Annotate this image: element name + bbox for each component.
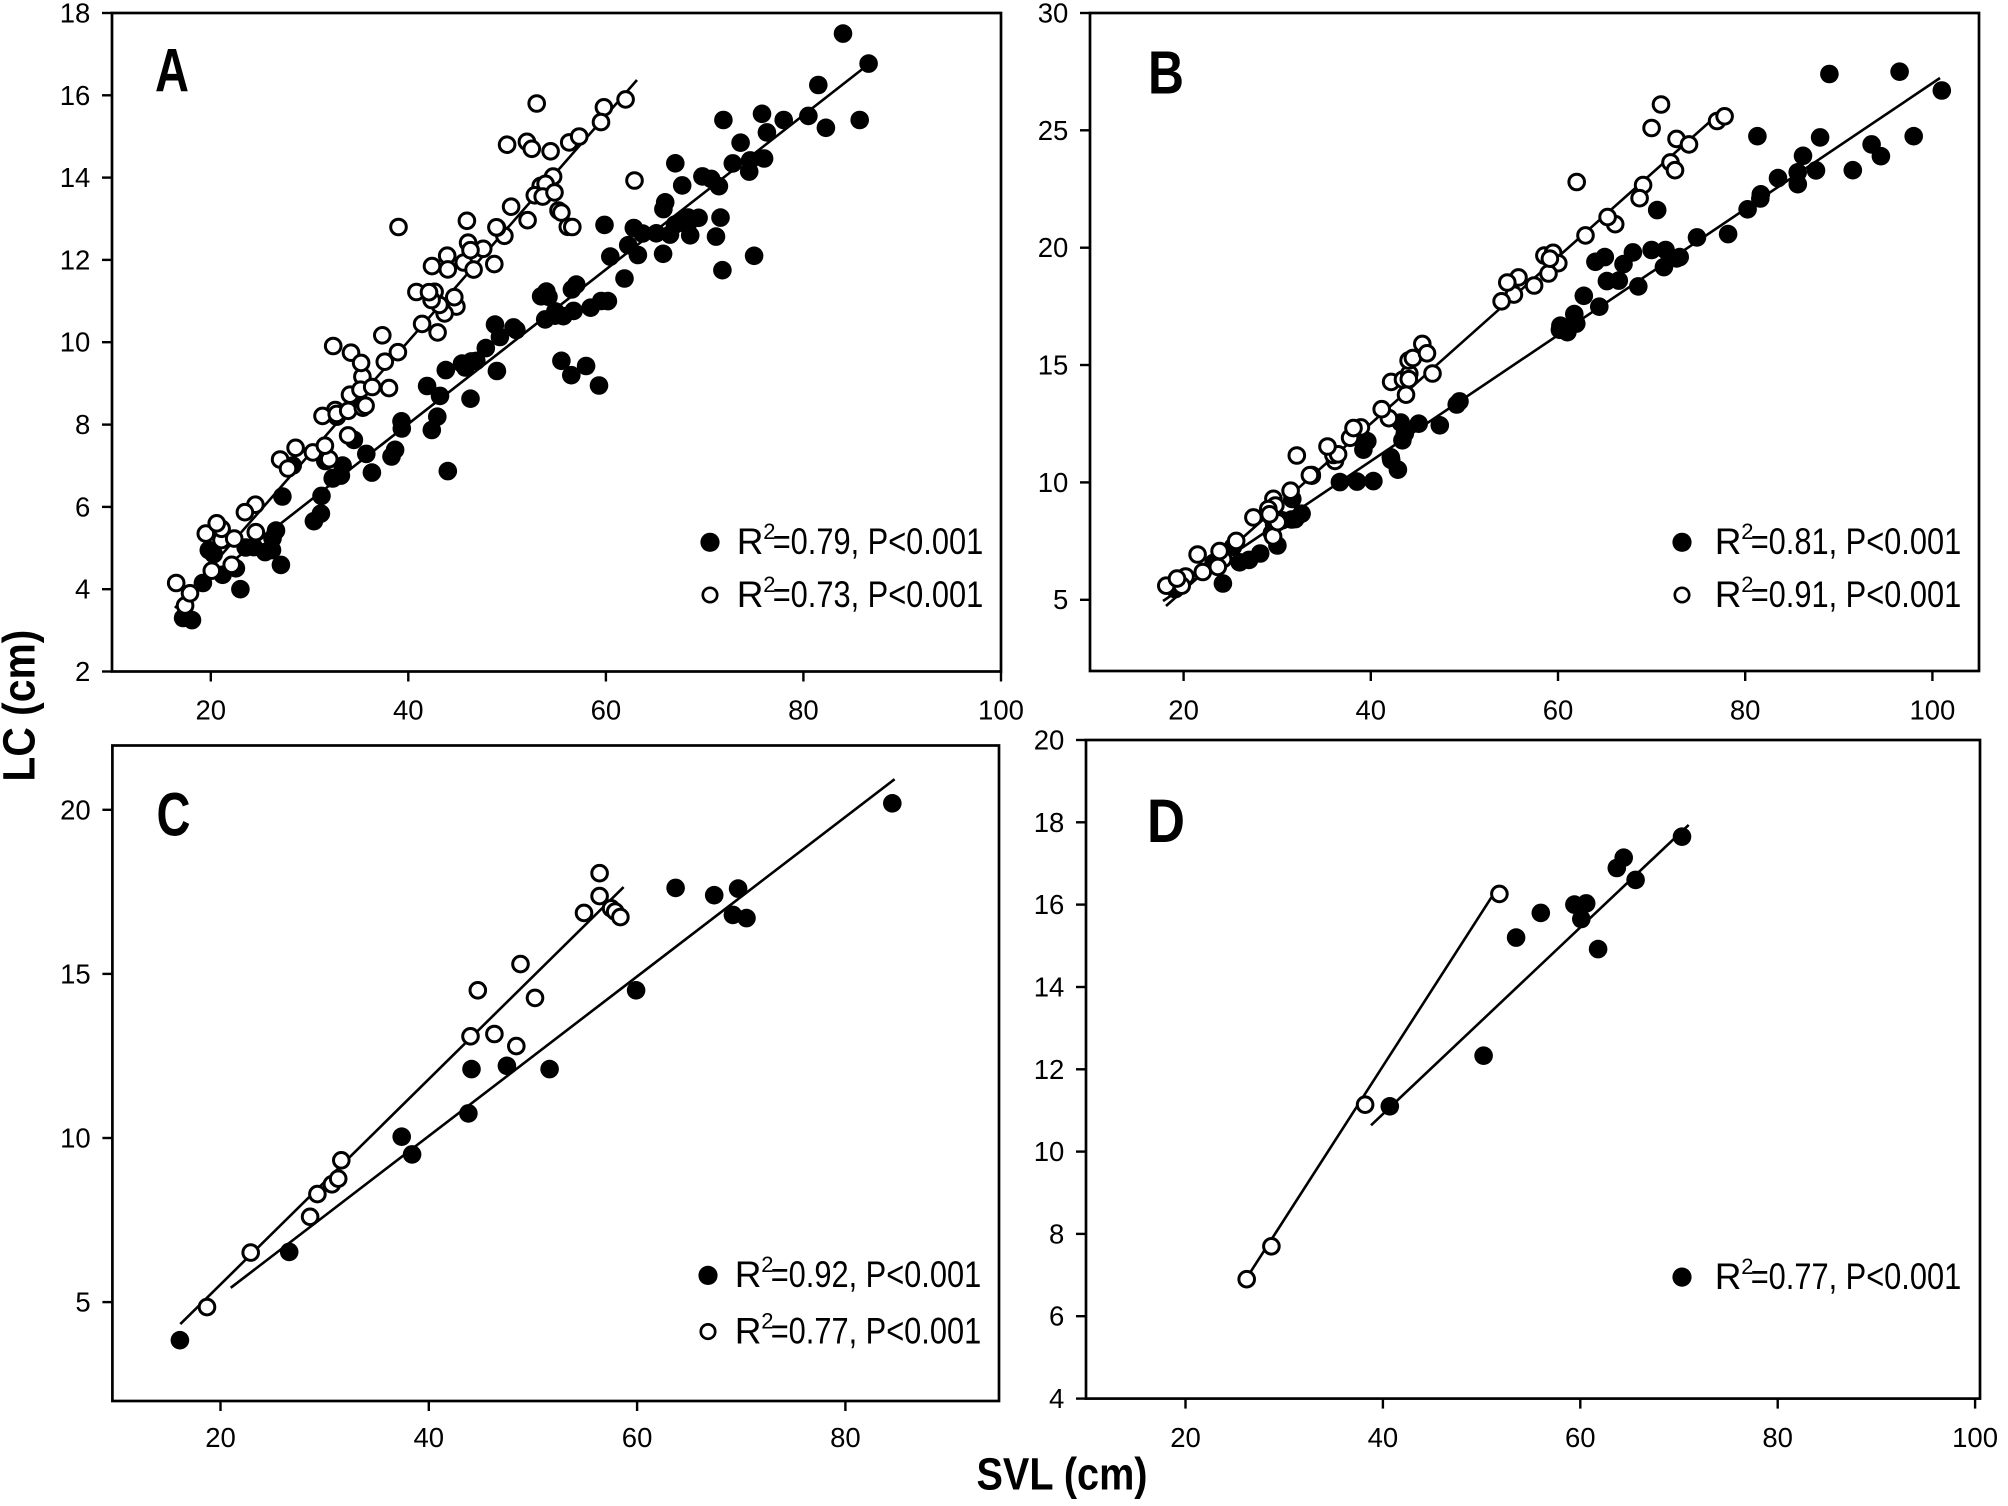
svg-text:=0.77, P<0.001: =0.77, P<0.001	[771, 1310, 982, 1351]
svg-text:=0.79, P<0.001: =0.79, P<0.001	[773, 521, 984, 562]
svg-text:6: 6	[75, 491, 90, 522]
svg-text:10: 10	[60, 1123, 91, 1154]
svg-text:60: 60	[1543, 695, 1574, 726]
svg-text:60: 60	[622, 1422, 653, 1453]
svg-text:80: 80	[830, 1422, 861, 1453]
svg-text:=0.91, P<0.001: =0.91, P<0.001	[1751, 574, 1962, 615]
svg-text:B: B	[1148, 38, 1184, 106]
svg-text:=0.81, P<0.001: =0.81, P<0.001	[1751, 521, 1962, 562]
svg-text:40: 40	[1356, 695, 1387, 726]
svg-text:10: 10	[1034, 1136, 1065, 1167]
svg-text:20: 20	[1168, 695, 1199, 726]
svg-text:R: R	[737, 574, 764, 615]
svg-text:100: 100	[978, 695, 1024, 726]
svg-text:16: 16	[1034, 889, 1065, 920]
svg-text:12: 12	[60, 244, 91, 275]
svg-text:15: 15	[1038, 350, 1069, 381]
svg-text:14: 14	[60, 162, 91, 193]
svg-text:R: R	[735, 1254, 762, 1295]
svg-text:18: 18	[1034, 807, 1065, 838]
svg-text:C: C	[157, 780, 191, 848]
svg-text:A: A	[155, 37, 189, 105]
svg-text:4: 4	[75, 574, 90, 605]
svg-text:40: 40	[414, 1422, 445, 1453]
svg-text:14: 14	[1034, 972, 1065, 1003]
svg-text:20: 20	[1170, 1422, 1201, 1453]
svg-text:2: 2	[1741, 1254, 1753, 1279]
svg-text:R: R	[737, 521, 764, 562]
svg-text:12: 12	[1034, 1054, 1065, 1085]
svg-text:18: 18	[60, 0, 91, 29]
svg-text:80: 80	[1730, 695, 1761, 726]
svg-text:2: 2	[761, 1308, 773, 1333]
svg-text:4: 4	[1049, 1383, 1064, 1414]
svg-text:20: 20	[196, 695, 227, 726]
svg-text:80: 80	[788, 695, 819, 726]
svg-text:20: 20	[1038, 232, 1069, 263]
svg-text:=0.92, P<0.001: =0.92, P<0.001	[771, 1254, 982, 1295]
svg-text:20: 20	[60, 794, 91, 825]
svg-text:40: 40	[393, 695, 424, 726]
svg-text:LC (cm): LC (cm)	[0, 630, 45, 782]
svg-text:SVL (cm): SVL (cm)	[977, 1449, 1148, 1500]
svg-text:20: 20	[1034, 725, 1065, 756]
svg-text:100: 100	[1909, 695, 1955, 726]
svg-text:100: 100	[1952, 1422, 1998, 1453]
svg-text:10: 10	[60, 327, 91, 358]
svg-text:D: D	[1147, 787, 1185, 855]
svg-text:=0.77, P<0.001: =0.77, P<0.001	[1751, 1256, 1962, 1297]
svg-text:2: 2	[1741, 572, 1753, 597]
svg-text:8: 8	[75, 409, 90, 440]
svg-text:2: 2	[763, 519, 775, 544]
svg-text:2: 2	[763, 572, 775, 597]
svg-text:15: 15	[60, 958, 91, 989]
svg-text:60: 60	[591, 695, 622, 726]
svg-text:30: 30	[1038, 0, 1069, 29]
svg-text:2: 2	[761, 1252, 773, 1277]
svg-text:8: 8	[1049, 1218, 1064, 1249]
svg-text:R: R	[1715, 574, 1742, 615]
svg-text:6: 6	[1049, 1301, 1064, 1332]
svg-text:R: R	[1715, 1256, 1742, 1297]
svg-text:5: 5	[75, 1287, 90, 1318]
svg-text:2: 2	[75, 656, 90, 687]
svg-text:25: 25	[1038, 115, 1069, 146]
svg-text:80: 80	[1762, 1422, 1793, 1453]
svg-text:40: 40	[1368, 1422, 1399, 1453]
svg-text:R: R	[735, 1310, 762, 1351]
svg-text:=0.73, P<0.001: =0.73, P<0.001	[773, 574, 984, 615]
svg-text:5: 5	[1053, 584, 1068, 615]
svg-text:2: 2	[1741, 519, 1753, 544]
svg-text:R: R	[1715, 521, 1742, 562]
svg-text:60: 60	[1565, 1422, 1596, 1453]
svg-text:16: 16	[60, 80, 91, 111]
svg-text:20: 20	[205, 1422, 236, 1453]
svg-text:10: 10	[1038, 467, 1069, 498]
